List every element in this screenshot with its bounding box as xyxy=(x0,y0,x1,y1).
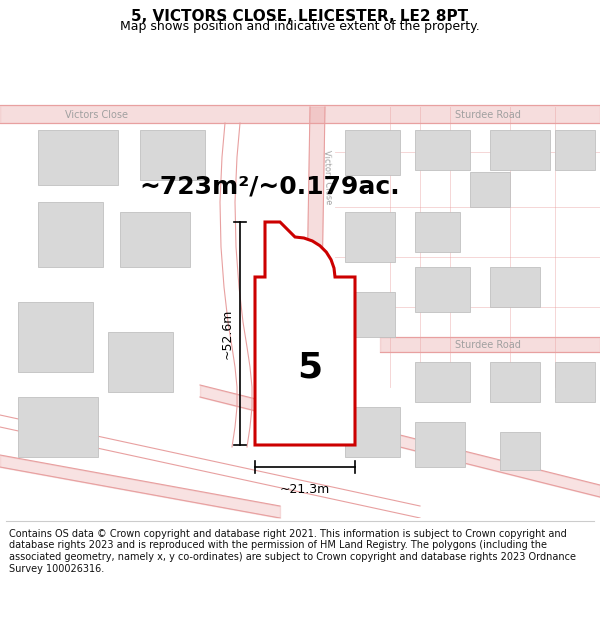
Bar xyxy=(345,292,395,337)
Text: Victors Close: Victors Close xyxy=(322,149,333,204)
Bar xyxy=(345,130,400,175)
Bar xyxy=(18,397,98,457)
Bar xyxy=(555,130,595,170)
Bar xyxy=(500,432,540,470)
Bar xyxy=(38,130,118,185)
Bar xyxy=(415,422,465,467)
Text: Map shows position and indicative extent of the property.: Map shows position and indicative extent… xyxy=(120,20,480,33)
Polygon shape xyxy=(307,107,325,397)
Bar xyxy=(140,130,205,180)
Bar xyxy=(108,332,173,392)
Text: ~21.3m: ~21.3m xyxy=(280,483,330,496)
Bar xyxy=(38,202,103,267)
Text: ~723m²/~0.179ac.: ~723m²/~0.179ac. xyxy=(140,175,400,199)
Bar xyxy=(415,267,470,312)
Text: 5: 5 xyxy=(298,350,323,384)
Bar xyxy=(345,212,395,262)
Text: Sturdee Road: Sturdee Road xyxy=(455,340,521,350)
Bar xyxy=(415,362,470,402)
Bar xyxy=(345,407,400,457)
Text: Victors Close: Victors Close xyxy=(65,110,128,120)
Bar xyxy=(415,212,460,252)
Bar xyxy=(470,172,510,207)
Polygon shape xyxy=(255,222,355,445)
Bar xyxy=(490,362,540,402)
Bar xyxy=(490,267,540,307)
Text: Sturdee Road: Sturdee Road xyxy=(455,110,521,120)
Text: 5, VICTORS CLOSE, LEICESTER, LE2 8PT: 5, VICTORS CLOSE, LEICESTER, LE2 8PT xyxy=(131,9,469,24)
Bar xyxy=(18,302,93,372)
Text: Contains OS data © Crown copyright and database right 2021. This information is : Contains OS data © Crown copyright and d… xyxy=(9,529,576,574)
Bar xyxy=(120,212,190,267)
Bar xyxy=(415,130,470,170)
Text: ~52.6m: ~52.6m xyxy=(221,308,233,359)
Bar xyxy=(490,130,550,170)
Bar xyxy=(555,362,595,402)
